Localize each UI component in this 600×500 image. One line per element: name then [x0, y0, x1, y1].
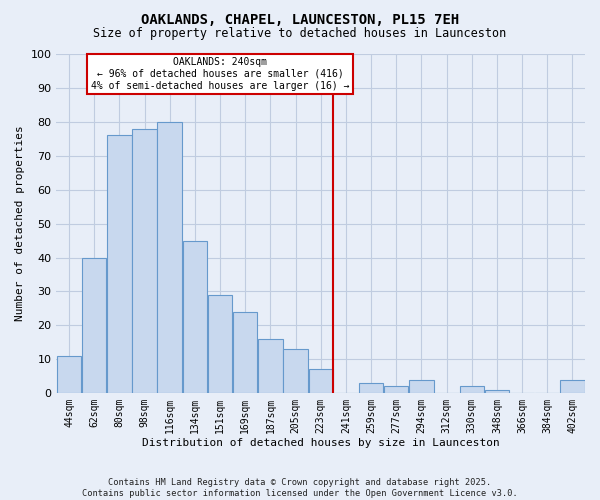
Bar: [107, 136, 131, 393]
Bar: [258, 339, 283, 393]
Bar: [308, 370, 333, 393]
Text: OAKLANDS, CHAPEL, LAUNCESTON, PL15 7EH: OAKLANDS, CHAPEL, LAUNCESTON, PL15 7EH: [141, 12, 459, 26]
Bar: [283, 349, 308, 393]
Bar: [359, 383, 383, 393]
Bar: [133, 128, 157, 393]
Bar: [157, 122, 182, 393]
Text: Contains HM Land Registry data © Crown copyright and database right 2025.
Contai: Contains HM Land Registry data © Crown c…: [82, 478, 518, 498]
Bar: [208, 295, 232, 393]
Bar: [82, 258, 106, 393]
Bar: [485, 390, 509, 393]
Bar: [384, 386, 409, 393]
Bar: [409, 380, 434, 393]
Bar: [460, 386, 484, 393]
Text: OAKLANDS: 240sqm
← 96% of detached houses are smaller (416)
4% of semi-detached : OAKLANDS: 240sqm ← 96% of detached house…: [91, 58, 349, 90]
Text: Size of property relative to detached houses in Launceston: Size of property relative to detached ho…: [94, 28, 506, 40]
Y-axis label: Number of detached properties: Number of detached properties: [15, 126, 25, 322]
Bar: [560, 380, 584, 393]
Bar: [57, 356, 81, 393]
X-axis label: Distribution of detached houses by size in Launceston: Distribution of detached houses by size …: [142, 438, 500, 448]
Bar: [182, 240, 207, 393]
Bar: [233, 312, 257, 393]
